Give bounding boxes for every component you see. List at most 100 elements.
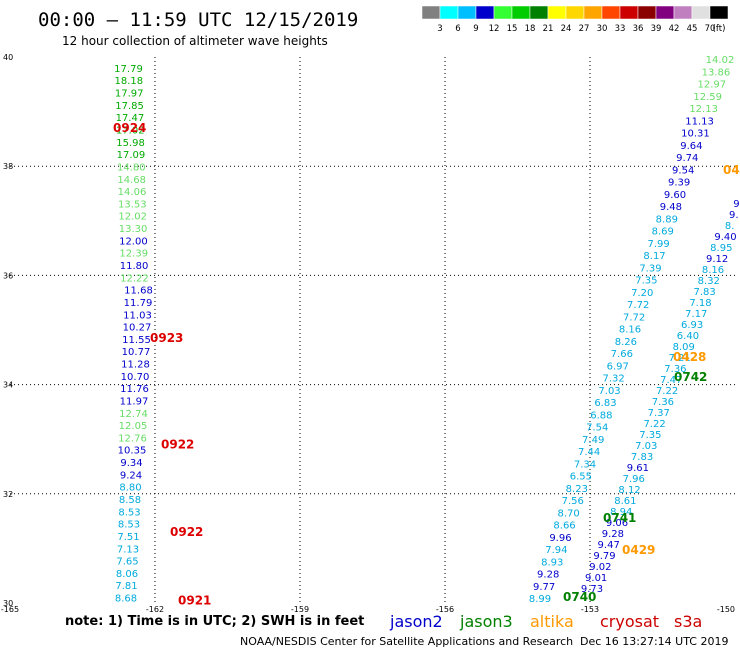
swh-value: 8.70 [558, 508, 580, 519]
swh-value: 7.49 [582, 435, 604, 446]
swh-value: 8.53 [118, 507, 140, 518]
color-scale-label: 9 [473, 24, 478, 34]
swh-value: 14.02 [706, 55, 735, 66]
swh-value: 9.28 [602, 529, 624, 540]
swh-value: 9.12 [706, 254, 728, 265]
pass-time-label: 0740 [563, 590, 596, 604]
swh-value: 17.97 [115, 89, 144, 100]
color-scale-label: (ft) [713, 24, 726, 34]
swh-value: 7.37 [648, 408, 670, 419]
swh-value: 7.83 [631, 452, 653, 463]
swh-value: 14.68 [117, 175, 146, 186]
swh-value: 7.17 [685, 309, 707, 320]
swh-value: 9.64 [680, 141, 702, 152]
swh-value: 14.06 [118, 187, 147, 198]
swh-value: 7.66 [611, 349, 633, 360]
swh-value: 7.44 [578, 447, 600, 458]
swh-value: 14.80 [117, 162, 146, 173]
color-scale-label: 36 [633, 24, 644, 34]
footer-credit: NOAA/NESDIS Center for Satellite Applica… [240, 635, 573, 648]
swh-value: 7.34 [574, 459, 596, 470]
swh-value: 8.17 [643, 251, 665, 262]
swh-value: 13.53 [118, 199, 147, 210]
swh-value: 7.65 [116, 557, 138, 568]
swh-value: 8.23 [566, 484, 588, 495]
swh-value: 10.27 [123, 323, 152, 334]
swh-value: 12.76 [118, 433, 147, 444]
track-east: 14.0213.8612.9712.5912.1311.1310.319.649… [529, 55, 740, 605]
swh-value: 8.32 [698, 276, 720, 287]
swh-value: 6.55 [570, 472, 592, 483]
swh-value: 7.13 [117, 544, 139, 555]
pass-time-label: 04 [723, 163, 740, 177]
swh-value: 12.02 [118, 212, 147, 223]
swh-value: 7.18 [689, 298, 711, 309]
color-scale-label: 21 [543, 24, 554, 34]
swh-value: 6.88 [590, 410, 612, 421]
legend-jason3: jason3 [459, 612, 513, 631]
swh-value: 9.96 [549, 533, 571, 544]
color-swatch [655, 5, 675, 20]
pass-time-label: 0922 [170, 525, 203, 539]
swh-value: 9.60 [664, 190, 686, 201]
swh-value: 7.96 [623, 474, 645, 485]
color-swatch [691, 5, 711, 20]
chart-title: 00:00 – 11:59 UTC 12/15/2019 [38, 9, 358, 31]
swh-value: 13.86 [702, 67, 731, 78]
swh-value: 17.79 [114, 64, 143, 75]
swh-value: 8.93 [541, 557, 563, 568]
y-tick-label: 40 [3, 53, 13, 62]
swh-value: 9.28 [537, 570, 559, 581]
color-scale-label: 39 [651, 24, 662, 34]
swh-value: 9.77 [533, 582, 555, 593]
swh-value: 7.32 [603, 374, 625, 385]
color-scale-label: 70 [705, 24, 716, 34]
y-tick-label: 32 [3, 490, 13, 499]
swh-value: 8.89 [656, 214, 678, 225]
swh-value: 18.18 [115, 76, 144, 87]
swh-value: 8.16 [702, 265, 724, 276]
color-scale-label: 30 [597, 24, 608, 34]
swh-value: 9. [733, 199, 740, 210]
swh-value: 9.06 [606, 518, 628, 529]
swh-value: 7.21 [668, 353, 690, 364]
color-swatch [457, 5, 477, 20]
swh-value: 8.58 [119, 495, 141, 506]
chart-subtitle: 12 hour collection of altimeter wave hei… [62, 34, 328, 48]
swh-value: 12.22 [120, 273, 149, 284]
pass-time-label: 0428 [673, 350, 706, 364]
swh-value: 9.34 [120, 458, 142, 469]
swh-value: 8.68 [115, 594, 137, 605]
swh-value: 8.69 [652, 227, 674, 238]
legend-altika: altika [530, 612, 574, 631]
footer-timestamp: Dec 16 13:27:14 UTC 2019 [580, 635, 728, 648]
color-swatch [709, 5, 729, 20]
swh-value: 10.77 [122, 347, 151, 358]
swh-value: 9.74 [676, 153, 698, 164]
color-swatch [673, 5, 693, 20]
color-swatch [583, 5, 603, 20]
swh-value: 8. [725, 221, 735, 232]
swh-value: 17.85 [115, 101, 144, 112]
color-swatch [565, 5, 585, 20]
swh-value: 7.54 [586, 423, 608, 434]
swh-value: 9.40 [714, 232, 736, 243]
axis-ticks: -165 -162 -159 -156 -153 -150 30 32 34 36 38 40 [1, 53, 735, 614]
swh-value: 8.53 [118, 520, 140, 531]
swh-value: 7.36 [664, 364, 686, 375]
swh-value: 9.01 [585, 573, 607, 584]
pass-time-label: 0924 [113, 121, 146, 135]
legend-jason2: jason2 [389, 612, 443, 631]
satellite-legend: jason2 jason3 altika cryosat s3a [389, 612, 702, 631]
swh-value: 10.35 [118, 446, 147, 457]
swh-value: 6.97 [607, 361, 629, 372]
swh-value: 12.97 [697, 80, 726, 91]
pass-time-label: 0921 [178, 593, 211, 607]
swh-value: 8.99 [529, 594, 551, 605]
swh-value: 17.09 [117, 150, 146, 161]
x-tick-label: -159 [291, 605, 309, 614]
pass-time-label: 0923 [150, 331, 183, 345]
swh-value: 9.02 [589, 562, 611, 573]
color-swatch [637, 5, 657, 20]
